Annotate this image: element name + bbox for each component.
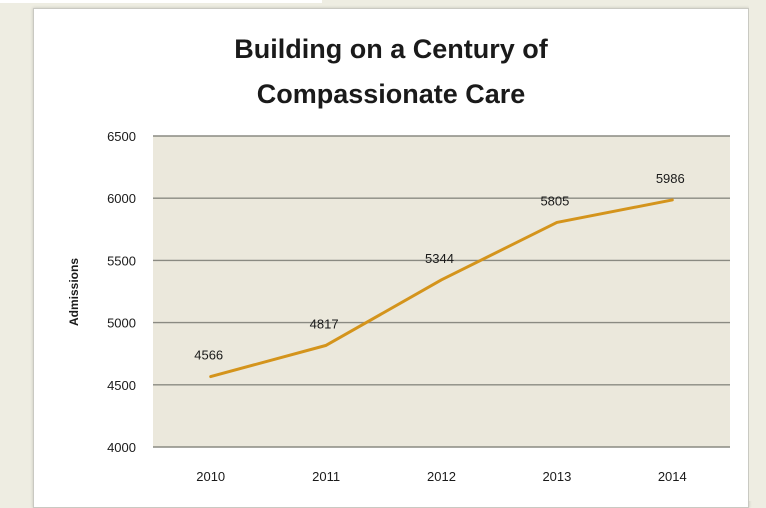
y-axis-label: Admissions <box>67 258 81 326</box>
x-tick-label: 2013 <box>542 469 571 484</box>
data-label: 4817 <box>310 316 339 331</box>
data-label: 5986 <box>656 171 685 186</box>
x-tick-label: 2011 <box>312 469 340 484</box>
y-tick-label: 6500 <box>107 129 136 144</box>
y-tick-label: 5500 <box>107 253 136 268</box>
x-tick-label: 2010 <box>196 469 225 484</box>
page-right-edge <box>749 0 766 501</box>
y-axis-ticks: 4000 4500 5000 5500 6000 6500 <box>107 129 136 455</box>
y-tick-label: 6000 <box>107 191 136 206</box>
x-tick-label: 2014 <box>658 469 687 484</box>
x-tick-label: 2012 <box>427 469 456 484</box>
y-tick-label: 4000 <box>107 440 136 455</box>
y-tick-label: 4500 <box>107 378 136 393</box>
data-label: 5805 <box>540 193 569 208</box>
x-axis-ticks: 2010 2011 2012 2013 2014 <box>196 469 687 484</box>
data-label: 4566 <box>194 348 223 363</box>
y-tick-label: 5000 <box>107 316 136 331</box>
plot-area <box>153 136 730 447</box>
data-label: 5344 <box>425 251 454 266</box>
